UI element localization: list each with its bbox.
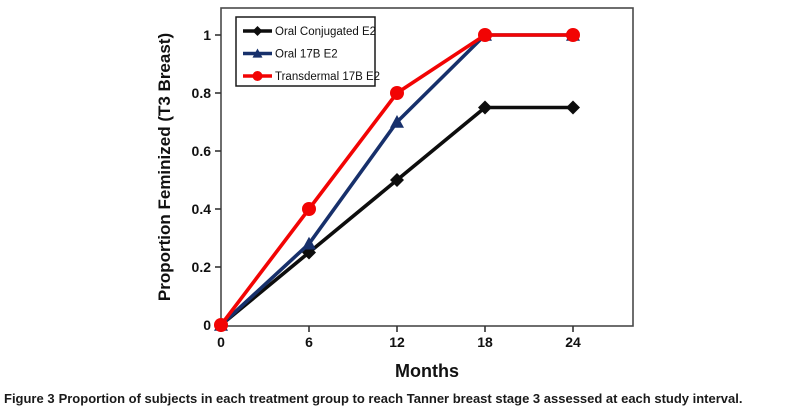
x-tick-label: 18 bbox=[477, 334, 493, 350]
legend-marker-circle bbox=[252, 71, 263, 81]
y-tick-label: 0.4 bbox=[192, 201, 212, 217]
y-tick-label: 0.8 bbox=[192, 85, 212, 101]
figure-caption-label: Figure 3 bbox=[4, 391, 55, 406]
y-tick-label: 1 bbox=[203, 27, 211, 43]
data-point-series-0 bbox=[566, 100, 580, 115]
legend-marker-triangle bbox=[252, 48, 263, 58]
legend-label: Oral 17B E2 bbox=[275, 49, 338, 61]
data-point-series-1 bbox=[390, 115, 404, 128]
x-tick-label: 0 bbox=[217, 334, 225, 350]
x-tick-label: 6 bbox=[305, 334, 313, 350]
data-point-series-2 bbox=[390, 86, 404, 100]
y-tick-label: 0.2 bbox=[192, 259, 212, 275]
data-point-series-2 bbox=[214, 318, 228, 332]
legend-label: Oral Conjugated E2 bbox=[275, 26, 376, 38]
y-tick-label: 0 bbox=[203, 317, 211, 333]
legend-label: Transdermal 17B E2 bbox=[275, 71, 380, 83]
figure-caption: Figure 3 Proportion of subjects in each t… bbox=[4, 391, 784, 407]
legend-marker-diamond bbox=[252, 26, 263, 36]
data-point-series-2 bbox=[566, 28, 580, 42]
x-axis-title: Months bbox=[395, 361, 459, 381]
data-point-series-1 bbox=[302, 236, 316, 250]
x-tick-label: 12 bbox=[389, 334, 405, 350]
figure-caption-text: Proportion of subjects in each treatment… bbox=[58, 391, 743, 406]
x-tick-label: 24 bbox=[565, 334, 581, 350]
data-point-series-2 bbox=[302, 202, 316, 216]
y-tick-label: 0.6 bbox=[192, 143, 212, 159]
data-point-series-2 bbox=[478, 28, 492, 42]
data-point-series-0 bbox=[478, 100, 492, 115]
y-axis-title: Proportion Feminized (T3 Breast) bbox=[155, 33, 174, 301]
data-point-series-0 bbox=[390, 173, 404, 187]
line-chart: 0 0.2 0.4 0.6 0.8 1 0 6 12 18 24 Months Proportion F… bbox=[155, 7, 634, 381]
